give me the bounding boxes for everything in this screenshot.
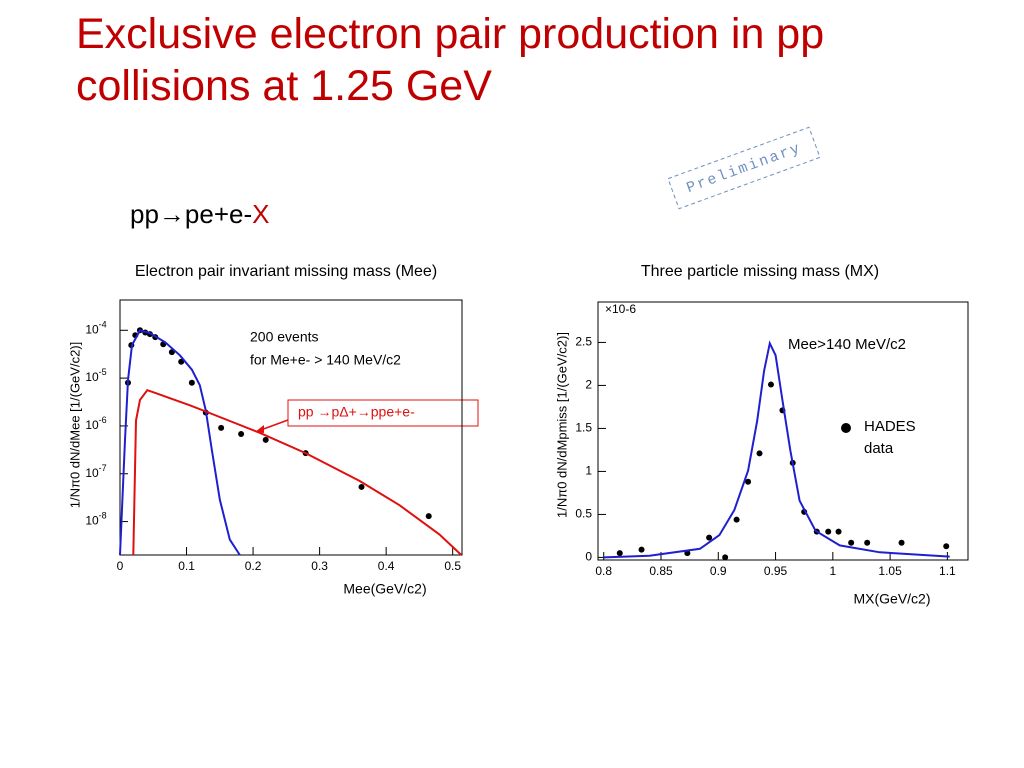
stamp: Preliminary [667, 126, 821, 210]
data-point [722, 554, 729, 561]
y-tick-base: 10 [85, 370, 99, 384]
data-point [238, 430, 245, 437]
legend-marker [841, 423, 851, 433]
data-point [358, 483, 365, 490]
reaction-suffix: X [252, 199, 269, 229]
y-tick-exponent: -4 [99, 320, 107, 330]
y-tick-label: 10-7 [85, 463, 106, 480]
y-tick-label: 1.5 [575, 421, 592, 435]
y-tick-label: 10-8 [85, 511, 106, 528]
data-point [848, 539, 855, 546]
x-tick-label: 0.4 [378, 559, 395, 573]
y-tick-base: 10 [85, 322, 99, 336]
y-tick-base: 10 [85, 418, 99, 432]
annotation: for Me+e- > 140 MeV/c2 [250, 352, 401, 368]
y-tick-base: 10 [85, 466, 99, 480]
data-point [218, 424, 225, 431]
y-multiplier: ×10-6 [605, 302, 636, 316]
chart-title: Three particle missing mass (MX) [641, 263, 879, 280]
data-point [943, 543, 950, 550]
data-point [638, 546, 645, 553]
x-tick-label: 0.9 [710, 564, 727, 578]
y-tick-exponent: -8 [99, 511, 107, 521]
annotation: Mee>140 MeV/c2 [788, 336, 906, 353]
curve [603, 340, 950, 559]
x-tick-label: 1 [829, 564, 836, 578]
stamp-text: Preliminary [684, 140, 804, 197]
y-axis-label: 1/Nπ0 dN/dMee [1/(GeV/c2)] [67, 342, 82, 508]
legend-label: HADES data [864, 418, 916, 457]
curve [119, 329, 241, 556]
x-tick-label: 0.95 [764, 564, 788, 578]
y-tick-label: 0.5 [575, 507, 592, 521]
annotation: 200 events [250, 329, 319, 345]
data-point [825, 528, 832, 535]
data-point [767, 381, 774, 388]
y-tick-label: 0 [585, 550, 592, 564]
y-tick-base: 10 [85, 514, 99, 528]
y-tick-label: 2 [585, 378, 592, 392]
plot-frame [597, 301, 969, 561]
x-tick-label: 1.1 [939, 564, 956, 578]
y-axis-label: 1/Nπ0 dN/dMpmiss [1/(GeV/c2)] [554, 332, 569, 518]
x-tick-label: 0.1 [178, 559, 195, 573]
reaction: pp→pe+e-X [130, 199, 270, 229]
data-point [835, 528, 842, 535]
data-point [706, 534, 713, 541]
x-tick-label: 0 [117, 559, 124, 573]
x-tick-label: 0.2 [245, 559, 262, 573]
data-point [864, 539, 871, 546]
x-tick-label: 1.05 [878, 564, 902, 578]
data-point [898, 539, 905, 546]
data-point [733, 516, 740, 523]
data-point [188, 379, 195, 386]
x-axis-label: MX(GeV/c2) [853, 591, 930, 607]
y-tick-label: 10-6 [85, 415, 106, 432]
y-tick-label: 2.5 [575, 335, 592, 349]
y-tick-exponent: -6 [99, 415, 107, 425]
x-tick-label: 0.3 [311, 559, 328, 573]
y-tick-label: 10-4 [85, 320, 106, 337]
reaction-text: pp→pe+e- [130, 199, 252, 229]
data-point [262, 436, 269, 443]
x-tick-label: 0.5 [444, 559, 461, 573]
data-point [616, 550, 623, 557]
y-tick-exponent: -5 [99, 367, 107, 377]
data-point [756, 450, 763, 457]
x-axis-label: Mee(GeV/c2) [343, 581, 426, 597]
x-tick-label: 0.85 [649, 564, 673, 578]
data-point [745, 478, 752, 485]
x-tick-label: 0.8 [595, 564, 612, 578]
y-tick-exponent: -7 [99, 463, 107, 473]
slide-title: Exclusive electron pair production in pp… [76, 10, 825, 110]
curve [132, 389, 462, 556]
plot-frame [119, 299, 463, 556]
data-point [425, 513, 432, 520]
annotation: pp →pΔ+→ppe+e- [298, 404, 415, 420]
legend-box: HADES data [864, 418, 916, 457]
y-tick-label: 1 [585, 464, 592, 478]
y-tick-label: 10-5 [85, 367, 106, 384]
chart-title: Electron pair invariant missing mass (Me… [135, 263, 437, 280]
annotation-box [287, 399, 479, 427]
